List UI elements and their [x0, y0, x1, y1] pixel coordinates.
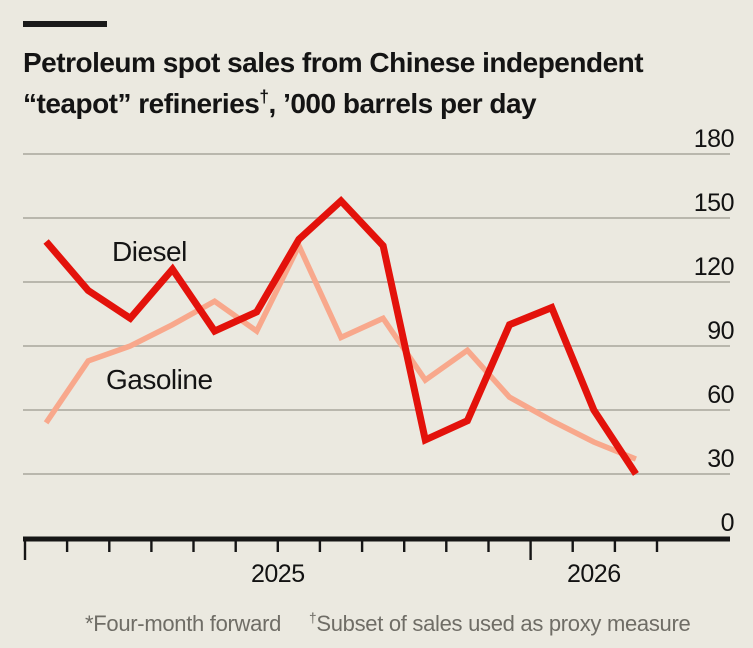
- x-axis-year-label-2025: 2025: [251, 560, 305, 588]
- x-axis-year-label-2026: 2026: [567, 560, 621, 588]
- accent-bar: [23, 21, 107, 27]
- y-axis-label-180: 180: [694, 125, 734, 153]
- footnote-subset: †Subset of sales used as proxy measure: [309, 610, 691, 636]
- x-axis-tick: [445, 541, 448, 552]
- x-axis-line: [23, 536, 730, 542]
- diesel-line: [43, 195, 639, 476]
- x-axis-tick-major: [23, 541, 27, 560]
- series-label-gasoline: Gasoline: [106, 364, 213, 395]
- x-axis-tick: [65, 541, 69, 552]
- x-axis-tick: [487, 541, 490, 552]
- x-axis-tick: [192, 541, 195, 552]
- x-axis-tick-major: [529, 541, 532, 560]
- footnote-forward: *Four-month forward: [85, 611, 282, 636]
- x-axis-tick: [108, 541, 111, 552]
- x-axis-tick: [571, 541, 574, 552]
- x-axis-tick: [613, 541, 617, 552]
- y-axis-label-150: 150: [694, 189, 734, 217]
- y-axis-label-0: 0: [721, 509, 734, 537]
- x-axis-tick: [655, 541, 659, 552]
- x-axis-tick: [150, 541, 153, 552]
- footnote: *Four-month forward †Subset of sales used…: [85, 611, 745, 637]
- title-line-2: “teapot” refineries: [23, 88, 260, 119]
- title-line-1: Petroleum spot sales from Chinese indepe…: [23, 47, 644, 78]
- y-axis-label-60: 60: [707, 381, 734, 409]
- y-axis-label-90: 90: [707, 317, 734, 345]
- x-axis-tick: [318, 541, 322, 552]
- x-axis-tick: [360, 541, 364, 552]
- series-label-diesel: Diesel: [112, 236, 187, 267]
- dagger-icon: †: [259, 86, 269, 107]
- footnote-subset-text: Subset of sales used as proxy measure: [316, 611, 691, 636]
- y-axis-label-120: 120: [694, 253, 734, 281]
- x-axis-tick: [234, 541, 237, 552]
- x-axis-tick: [276, 541, 279, 552]
- title-line-2-unit: , ’000 barrels per day: [268, 88, 537, 119]
- dagger-icon: †: [309, 610, 317, 626]
- y-axis-label-30: 30: [707, 445, 734, 473]
- chart-title: Petroleum spot sales from Chinese indepe…: [23, 42, 733, 124]
- gasoline-line: [43, 239, 637, 462]
- x-axis-tick: [403, 541, 406, 552]
